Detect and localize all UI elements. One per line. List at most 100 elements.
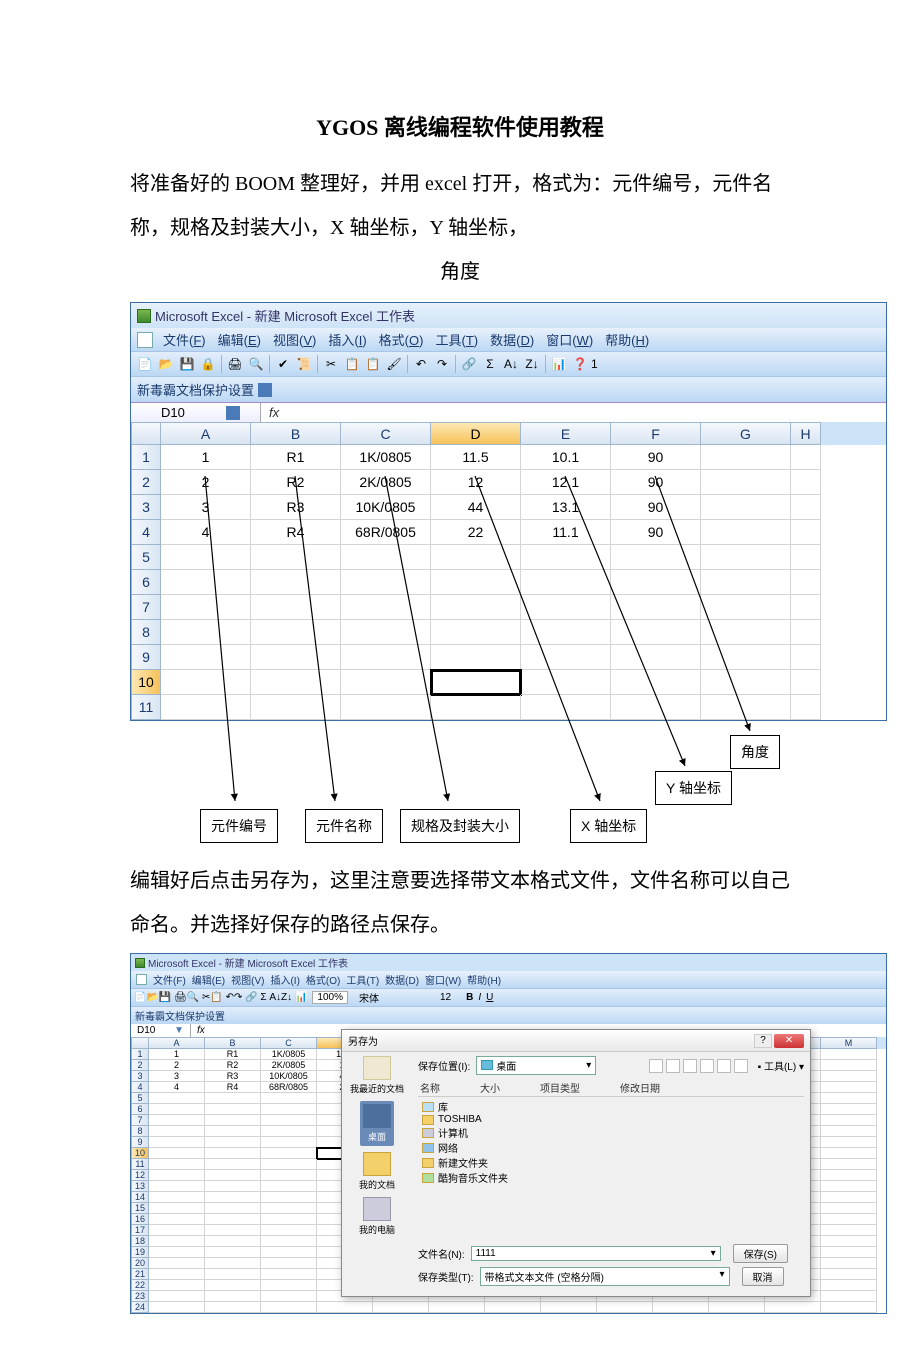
cell[interactable]	[149, 1214, 205, 1225]
cell[interactable]	[821, 1049, 877, 1060]
paste-icon[interactable]: 📋	[363, 354, 383, 374]
cell[interactable]	[821, 1082, 877, 1093]
column-header[interactable]: B	[205, 1037, 261, 1049]
row-header[interactable]: 17	[131, 1225, 149, 1236]
bold-icon[interactable]: B	[466, 992, 473, 1003]
up-icon[interactable]	[666, 1059, 680, 1073]
place-mydocs[interactable]: 我的文档	[359, 1152, 395, 1191]
views-icon[interactable]	[734, 1059, 748, 1073]
cell[interactable]	[149, 1280, 205, 1291]
cancel-button[interactable]: 取消	[742, 1267, 784, 1286]
ss-name-box[interactable]: D10▼	[131, 1024, 191, 1037]
row-header[interactable]: 1	[131, 1049, 149, 1060]
cell[interactable]	[149, 1302, 205, 1313]
cell[interactable]	[205, 1280, 261, 1291]
cell[interactable]: 1	[149, 1049, 205, 1060]
help-button[interactable]: ?	[754, 1034, 772, 1048]
hdr-type[interactable]: 项目类型	[540, 1080, 580, 1095]
save-button[interactable]: 保存(S)	[733, 1244, 788, 1263]
workbook-icon[interactable]	[137, 332, 153, 348]
ss-font-name[interactable]: 宋体	[359, 990, 379, 1005]
cell[interactable]	[821, 1280, 877, 1291]
cell[interactable]	[205, 1104, 261, 1115]
cell[interactable]	[205, 1170, 261, 1181]
new-icon[interactable]: 📄	[135, 354, 155, 374]
cell[interactable]	[261, 1203, 317, 1214]
cell[interactable]	[821, 1181, 877, 1192]
link-icon[interactable]: 🔗	[459, 354, 479, 374]
row-header[interactable]: 5	[131, 1093, 149, 1104]
row-header[interactable]: 4	[131, 1082, 149, 1093]
cell[interactable]	[149, 1181, 205, 1192]
cell[interactable]: 4	[149, 1082, 205, 1093]
cell[interactable]	[821, 1247, 877, 1258]
search-icon[interactable]	[683, 1059, 697, 1073]
cut-icon[interactable]: ✂	[321, 354, 341, 374]
menu-item[interactable]: 帮助(H)	[599, 331, 655, 350]
cell[interactable]	[821, 1060, 877, 1071]
row-header[interactable]: 24	[131, 1302, 149, 1313]
print-icon[interactable]: 🖨	[225, 354, 245, 374]
close-button[interactable]: ✕	[774, 1034, 804, 1048]
cell[interactable]	[261, 1192, 317, 1203]
list-item[interactable]: 库	[420, 1099, 802, 1114]
menu-item[interactable]: 视图(V)	[231, 976, 264, 987]
column-header[interactable]: A	[149, 1037, 205, 1049]
cell[interactable]	[149, 1104, 205, 1115]
menu-item[interactable]: 数据(D)	[385, 976, 419, 987]
copy-icon[interactable]: 📋	[342, 354, 362, 374]
delete-icon[interactable]	[700, 1059, 714, 1073]
column-header[interactable]: M	[821, 1037, 877, 1049]
cell[interactable]	[821, 1291, 877, 1302]
cell[interactable]	[821, 1148, 877, 1159]
cell[interactable]	[261, 1236, 317, 1247]
protect-dropdown-icon[interactable]	[258, 383, 272, 397]
cell[interactable]	[821, 1071, 877, 1082]
row-header[interactable]: 13	[131, 1181, 149, 1192]
namebox-dropdown-icon[interactable]	[226, 406, 240, 420]
cell[interactable]	[261, 1258, 317, 1269]
cell[interactable]: 2K/0805	[261, 1060, 317, 1071]
italic-icon[interactable]: I	[478, 992, 481, 1003]
cell[interactable]	[149, 1148, 205, 1159]
cell[interactable]	[261, 1148, 317, 1159]
cell[interactable]	[821, 1236, 877, 1247]
cell[interactable]	[205, 1225, 261, 1236]
cell[interactable]: R1	[205, 1049, 261, 1060]
cell[interactable]	[429, 1302, 485, 1313]
cell[interactable]	[205, 1159, 261, 1170]
protect-label[interactable]: 新毒霸文档保护设置	[137, 380, 254, 399]
cell[interactable]	[149, 1236, 205, 1247]
cell[interactable]	[205, 1302, 261, 1313]
spell-icon[interactable]: ✔	[273, 354, 293, 374]
fx-area[interactable]: fx	[261, 403, 287, 422]
menu-item[interactable]: 编辑(E)	[212, 331, 267, 350]
cell[interactable]	[205, 1269, 261, 1280]
cell[interactable]	[261, 1269, 317, 1280]
open-icon[interactable]: 📂	[156, 354, 176, 374]
column-header[interactable]: C	[261, 1037, 317, 1049]
cell[interactable]	[261, 1093, 317, 1104]
cell[interactable]	[821, 1093, 877, 1104]
row-header[interactable]: 14	[131, 1192, 149, 1203]
sort-asc-icon[interactable]: A↓	[501, 354, 521, 374]
place-recent[interactable]: 我最近的文档	[350, 1056, 404, 1095]
location-combo[interactable]: 桌面▾	[476, 1056, 596, 1075]
cell[interactable]	[709, 1302, 765, 1313]
ss-fx[interactable]: fx	[191, 1024, 211, 1037]
cell[interactable]	[821, 1137, 877, 1148]
ss-protect-label[interactable]: 新毒霸文档保护设置	[135, 1008, 225, 1023]
cell[interactable]	[205, 1137, 261, 1148]
cell[interactable]	[149, 1291, 205, 1302]
place-mycomp[interactable]: 我的电脑	[359, 1197, 395, 1236]
cell[interactable]: 68R/0805	[261, 1082, 317, 1093]
cell[interactable]	[261, 1181, 317, 1192]
cell[interactable]	[149, 1126, 205, 1137]
cell[interactable]	[205, 1093, 261, 1104]
cell[interactable]	[261, 1280, 317, 1291]
cell[interactable]	[317, 1302, 373, 1313]
hdr-date[interactable]: 修改日期	[620, 1080, 660, 1095]
cell[interactable]	[205, 1148, 261, 1159]
cell[interactable]	[149, 1192, 205, 1203]
cell[interactable]: R3	[205, 1071, 261, 1082]
